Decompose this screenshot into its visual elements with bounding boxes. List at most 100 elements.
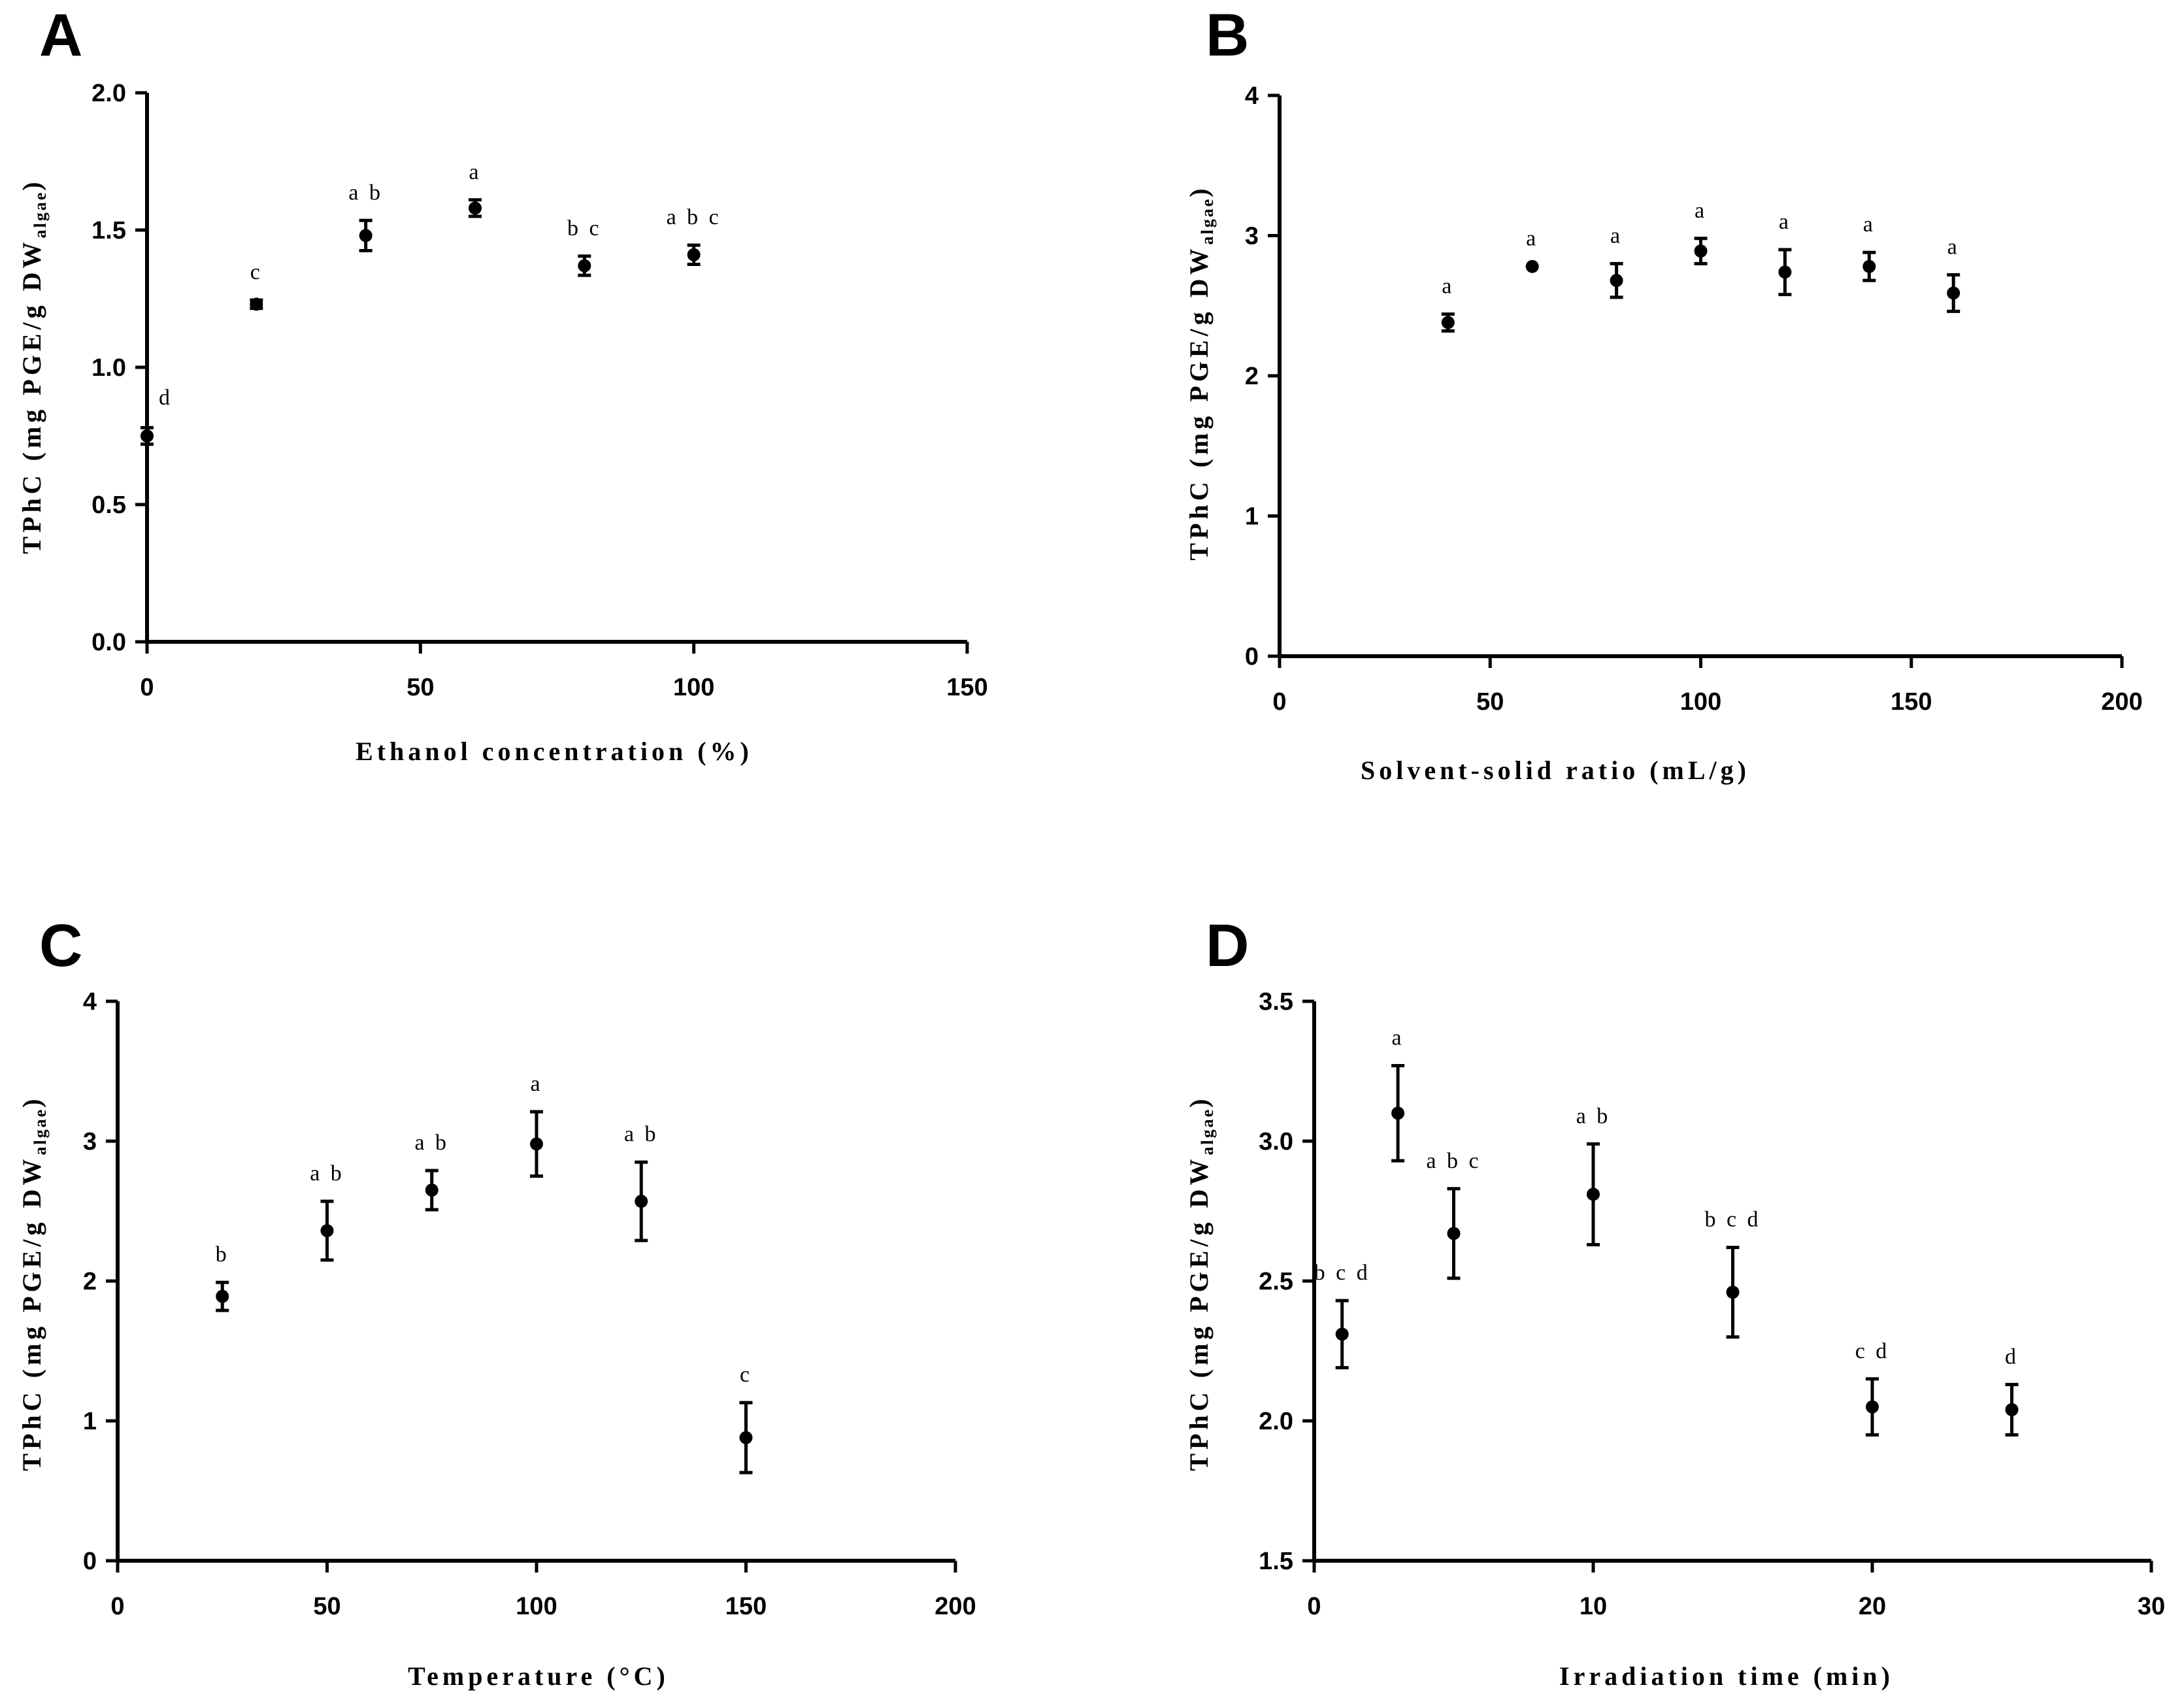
y-tick-label: 4 <box>1245 82 1259 110</box>
significance-label: a b <box>310 1161 344 1186</box>
y-axis-title-subscript: algae <box>31 191 50 239</box>
data-point <box>141 429 154 442</box>
x-axis-title: Solvent-solid ratio (mL/g) <box>1361 756 1750 785</box>
data-point <box>1866 1400 1879 1414</box>
y-tick-label: 0.0 <box>91 629 126 656</box>
y-tick-label: 2.5 <box>1259 1268 1293 1295</box>
plot-area: 0 50 100 150 200 0 1 2 3 4 b a b a b a a b c <box>83 988 976 1620</box>
y-tick-label: 3.0 <box>1259 1128 1293 1156</box>
y-tick-label: 4 <box>83 988 97 1016</box>
x-tick-label: 50 <box>1476 688 1504 716</box>
data-point <box>359 229 372 242</box>
data-point <box>1525 259 1539 273</box>
y-axis-title-main: TPhC (mg PGE/g DW <box>17 1155 46 1471</box>
x-tick-label: 20 <box>1859 1593 1886 1620</box>
x-axis-title: Ethanol concentration (%) <box>356 737 753 766</box>
x-tick-label: 150 <box>1891 688 1932 716</box>
panel-b: B 0 50 100 150 200 0 1 2 3 4 a a a a a a a Solvent-solid… <box>1184 2 2143 785</box>
panel-c: C 0 50 100 150 200 0 1 2 3 4 b a b a b a a b c Temperat… <box>17 912 976 1691</box>
x-tick-label: 0 <box>1272 688 1286 716</box>
data-point <box>578 259 591 273</box>
y-tick-label: 3 <box>83 1128 97 1156</box>
significance-label: a <box>1779 210 1791 234</box>
y-tick-label: 1.5 <box>1259 1548 1293 1575</box>
significance-label: b c d <box>1704 1208 1761 1232</box>
data-point <box>1778 265 1792 279</box>
y-axis-title-close: ) <box>1184 184 1214 197</box>
data-point <box>320 1224 334 1237</box>
y-tick-label: 3.5 <box>1259 988 1293 1016</box>
data-point <box>1441 316 1455 329</box>
x-tick-label: 100 <box>1680 688 1721 716</box>
y-axis-title-main: TPhC (mg PGE/g DW <box>1184 244 1214 560</box>
x-axis-title: Temperature (°C) <box>408 1661 669 1691</box>
panel-letter: C <box>39 912 82 979</box>
data-point <box>469 201 482 215</box>
data-point <box>250 297 263 311</box>
significance-label: a <box>1610 224 1623 248</box>
data-point <box>1726 1286 1740 1299</box>
y-tick-label: 0 <box>1245 643 1259 671</box>
y-tick-label: 1.5 <box>91 217 126 244</box>
y-tick-label: 2.0 <box>91 80 126 107</box>
y-axis-title-close: ) <box>17 178 46 190</box>
x-tick-label: 150 <box>946 674 987 701</box>
y-tick-label: 1.0 <box>91 354 126 382</box>
panel-d: D 0 10 20 30 1.5 2.0 2.5 3.0 3.5 b c d a a b c a b b … <box>1184 912 2165 1691</box>
y-tick-label: 0 <box>83 1548 97 1575</box>
significance-label: c <box>250 260 263 284</box>
y-tick-label: 2.0 <box>1259 1408 1293 1435</box>
plot-area: 0 10 20 30 1.5 2.0 2.5 3.0 3.5 b c d a a b c a b b c … <box>1259 988 2165 1620</box>
data-point <box>1862 259 1876 273</box>
significance-label: a b <box>624 1122 659 1146</box>
significance-label: d <box>159 386 173 410</box>
significance-label: a <box>1695 199 1707 223</box>
y-tick-label: 2 <box>1245 363 1259 390</box>
significance-label: b c d <box>1314 1261 1370 1285</box>
y-axis-title-subscript: algae <box>1198 1108 1217 1156</box>
x-tick-label: 30 <box>2138 1593 2165 1620</box>
panel-letter: D <box>1206 912 1249 979</box>
x-tick-label: 50 <box>406 674 434 701</box>
data-point <box>530 1137 543 1151</box>
panel-a: A 0 50 100 150 0.0 0.5 1.0 1.5 2.0 d c a b a b c a b c… <box>17 2 988 766</box>
y-axis-title-main: TPhC (mg PGE/g DW <box>17 238 46 554</box>
data-point <box>2005 1403 2019 1416</box>
y-tick-label: 0.5 <box>91 491 126 519</box>
y-axis-title: TPhC (mg PGE/g DWalgae) <box>17 178 50 554</box>
y-axis-title-subscript: algae <box>1198 197 1217 245</box>
significance-label: a b <box>414 1131 449 1155</box>
significance-label: a b <box>1576 1104 1611 1128</box>
y-axis-title: TPhC (mg PGE/g DWalgae) <box>1184 184 1217 560</box>
data-point <box>1694 244 1708 258</box>
significance-label: d <box>2005 1344 2019 1369</box>
y-axis-title-subscript: algae <box>31 1108 50 1156</box>
significance-label: a <box>530 1072 542 1096</box>
data-point <box>425 1183 438 1197</box>
significance-label: a b c <box>667 205 721 229</box>
significance-label: a <box>1442 275 1454 299</box>
x-tick-label: 0 <box>1307 1593 1321 1620</box>
significance-label: a <box>1863 212 1876 237</box>
x-tick-label: 200 <box>2101 688 2142 716</box>
plot-area: 0 50 100 150 0.0 0.5 1.0 1.5 2.0 d c a b a b c a b c <box>91 80 988 701</box>
significance-label: c <box>740 1363 752 1387</box>
y-axis-title-close: ) <box>17 1095 46 1107</box>
y-axis-title-main: TPhC (mg PGE/g DW <box>1184 1155 1214 1471</box>
y-tick-label: 1 <box>83 1408 97 1435</box>
significance-label: a <box>1526 227 1538 251</box>
panel-letter: B <box>1206 2 1249 69</box>
y-axis-title-close: ) <box>1184 1095 1214 1107</box>
x-tick-label: 150 <box>725 1593 767 1620</box>
x-tick-label: 100 <box>516 1593 557 1620</box>
significance-label: a <box>1947 235 1960 259</box>
significance-label: a <box>1392 1025 1404 1050</box>
data-point <box>1335 1327 1349 1341</box>
significance-label: a b <box>348 180 383 205</box>
data-point <box>739 1431 753 1444</box>
data-point <box>1447 1227 1461 1240</box>
panel-letter: A <box>39 2 82 69</box>
x-tick-label: 0 <box>140 674 154 701</box>
y-axis-title: TPhC (mg PGE/g DWalgae) <box>17 1095 50 1471</box>
data-point <box>1587 1188 1600 1201</box>
